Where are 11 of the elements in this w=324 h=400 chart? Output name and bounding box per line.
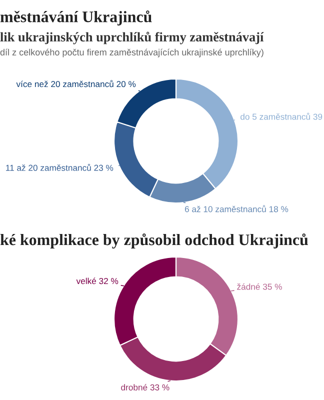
slice-label: do 5 zaměstnanců 39 bbox=[240, 112, 322, 120]
text: díl z celkového počtu firem zaměstnávajících ukrajinské uprchlíky) bbox=[0, 48, 264, 58]
slice-label: 11 až 20 zaměstnanců 23 % bbox=[6, 164, 114, 171]
slice-label: velké 32 % bbox=[76, 278, 118, 284]
slice-label: 6 až 10 zaměstnanců 18 % bbox=[184, 205, 288, 212]
slice-label: drobné 33 % bbox=[121, 384, 170, 390]
slice-label: žádné 35 % bbox=[237, 283, 282, 290]
slice-label: více než 20 zaměstnanců 20 % bbox=[16, 80, 136, 88]
chart-title: městnávání Ukrajinců bbox=[0, 10, 152, 26]
chart-subtitle: lik ukrajinských uprchlíků firmy zaměstnávají bbox=[0, 32, 264, 44]
chart-title: ké komplikace by způsobil odchod Ukrajinců bbox=[0, 233, 308, 249]
